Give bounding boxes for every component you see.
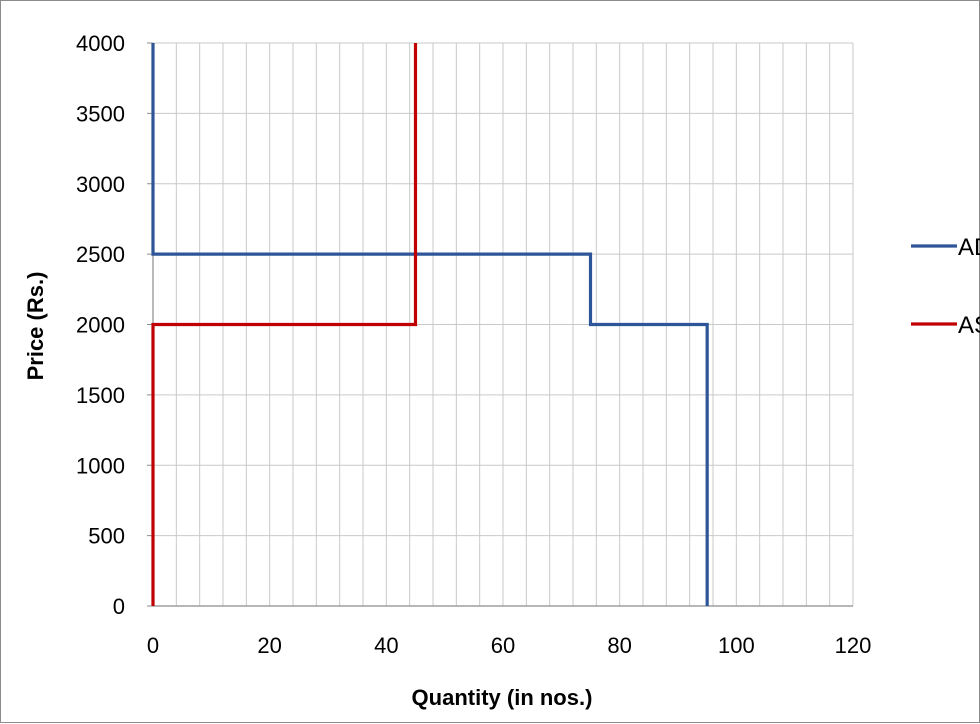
y-tick-label: 500 [88,524,125,549]
legend: AD AS [911,234,980,339]
series-layer [151,43,709,606]
tick-label-layer: 0 20 40 60 80 100 120 0 500 1000 1500 2000 2500 3000 3… [76,31,871,658]
y-tick-label: 4000 [76,31,125,56]
grid-layer [153,42,854,606]
y-axis-title: Price (Rs.) [23,272,48,381]
x-tick-label: 80 [607,633,631,658]
y-tick-label: 3000 [76,172,125,197]
x-tick-label: 40 [374,633,398,658]
legend-label-as: AS [958,312,980,339]
y-tick-label: 1500 [76,383,125,408]
x-tick-label: 0 [147,633,159,658]
x-tick-label: 120 [835,633,872,658]
y-tick-label: 2500 [76,242,125,267]
y-tick-label: 1000 [76,453,125,478]
x-tick-label: 20 [257,633,281,658]
x-axis-title: Quantity (in nos.) [412,685,593,710]
series-line-ad [151,43,709,606]
y-tick-label: 3500 [76,101,125,126]
x-tick-label: 60 [491,633,515,658]
series-line-as [151,43,418,606]
y-tick-label: 2000 [76,313,125,338]
y-tick-label: 0 [113,594,125,619]
legend-label-ad: AD [958,234,980,261]
x-tick-label: 100 [718,633,755,658]
